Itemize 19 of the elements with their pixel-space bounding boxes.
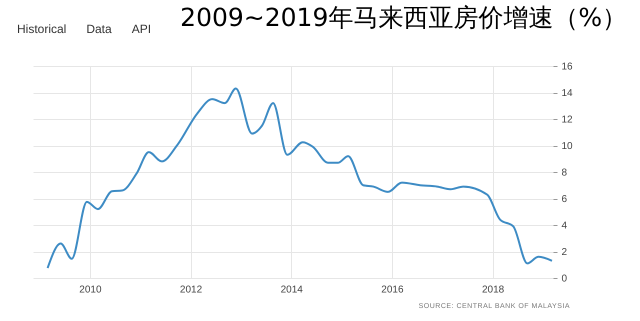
y-tick-label: 14 bbox=[562, 88, 574, 99]
y-tick-label: 2 bbox=[562, 247, 568, 258]
y-tick-label: 0 bbox=[562, 274, 568, 284]
line-series bbox=[46, 88, 553, 270]
text: Historical bbox=[17, 22, 66, 38]
y-tick-label: 8 bbox=[562, 168, 568, 178]
x-tick-label: 2012 bbox=[180, 284, 203, 296]
y-tick-label: 6 bbox=[562, 194, 568, 205]
text: API bbox=[132, 22, 152, 38]
x-tick-label: 2014 bbox=[280, 284, 304, 296]
y-tick-label: 10 bbox=[562, 141, 574, 152]
text: Data bbox=[86, 22, 112, 38]
chart-title: 2009~2019年马来西亚房价增速（%） bbox=[180, 3, 628, 32]
y-tick-label: 12 bbox=[562, 114, 574, 126]
y-tick-label: 16 bbox=[562, 62, 574, 72]
y-tick-label: 4 bbox=[562, 220, 568, 232]
x-tick-label: 2016 bbox=[381, 284, 404, 296]
x-tick-label: 2018 bbox=[482, 284, 505, 296]
x-tick-label: 2010 bbox=[79, 284, 102, 296]
